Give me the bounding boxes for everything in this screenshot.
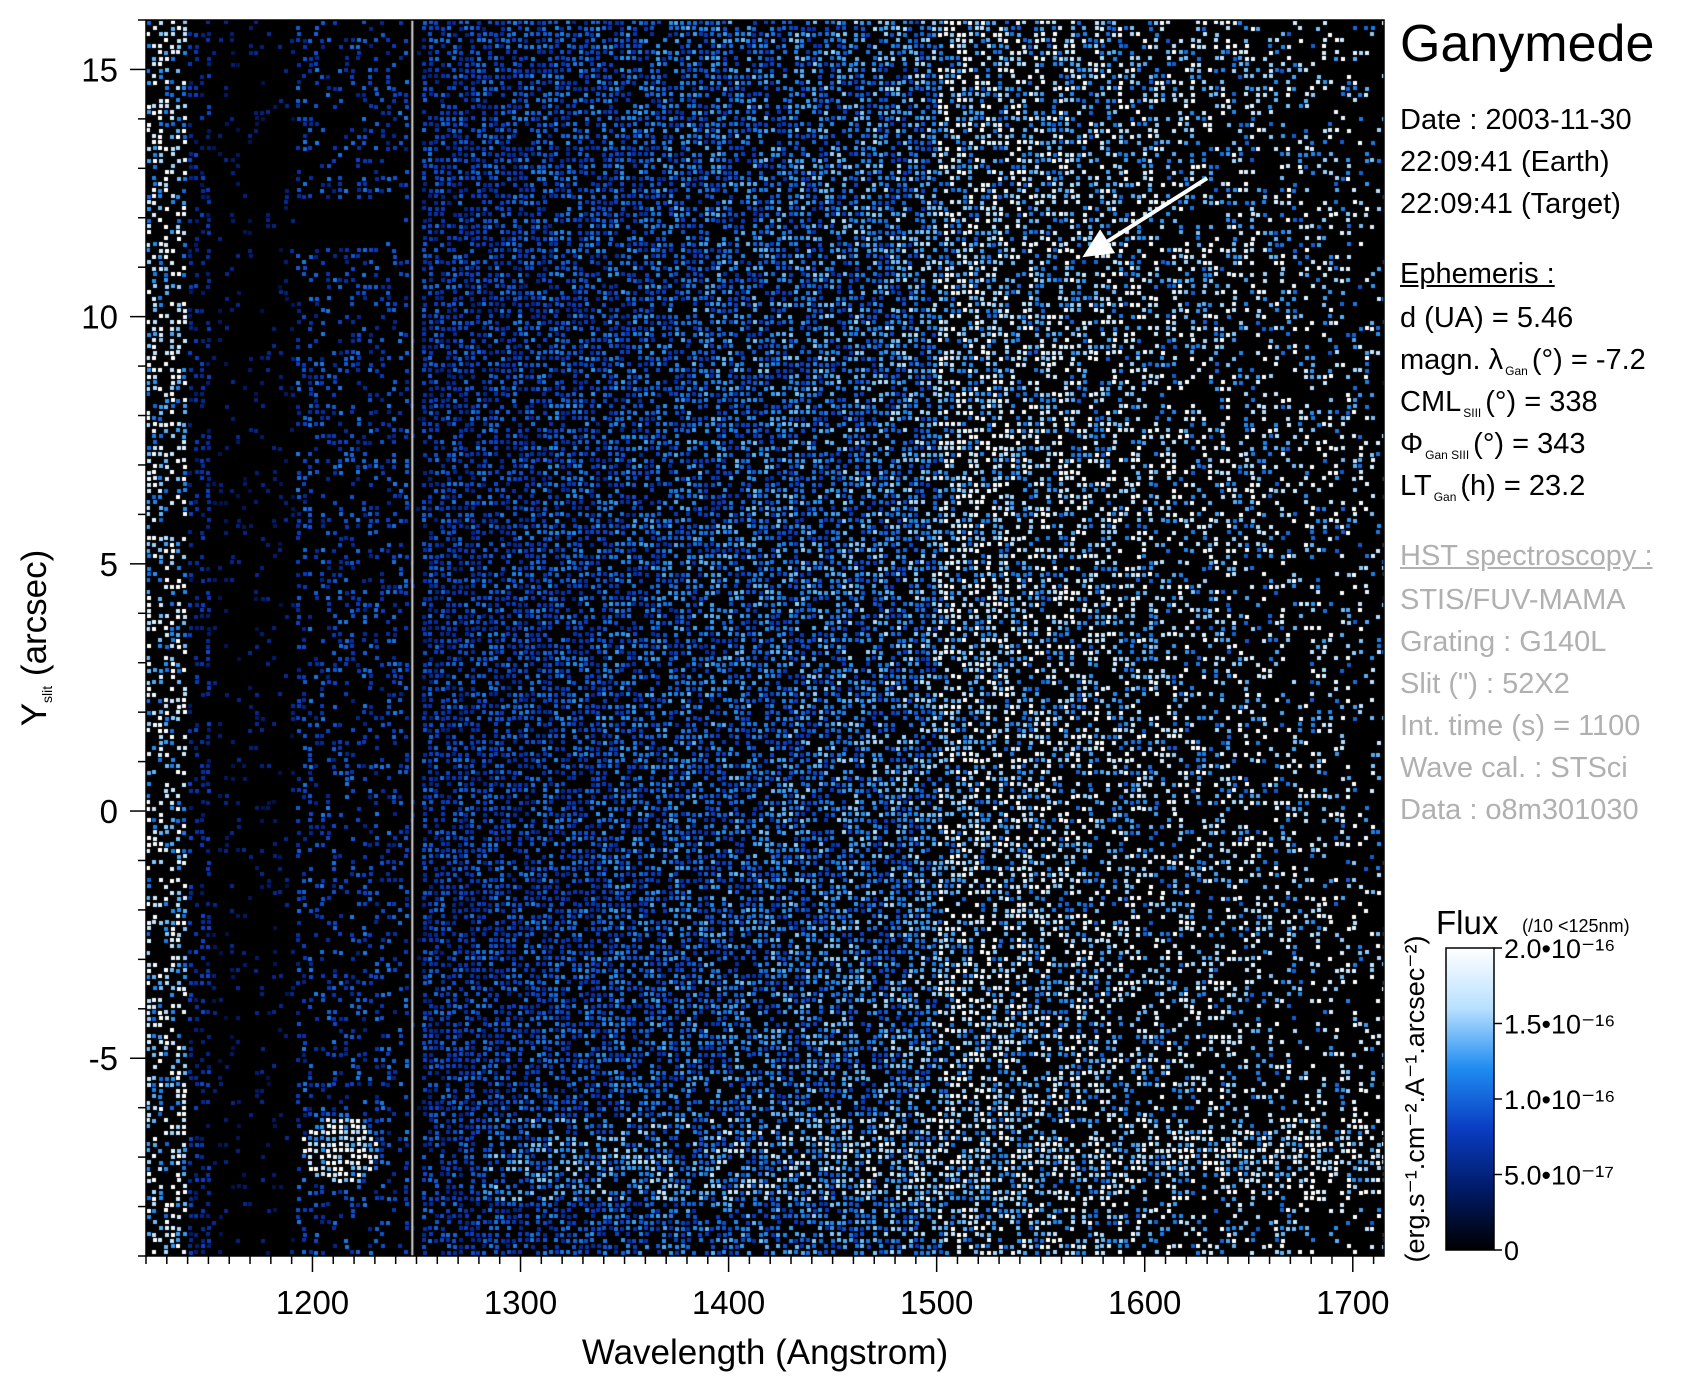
slit-line: Slit (") : 52X2: [1400, 668, 1570, 700]
wave-cal-line: Wave cal. : STSci: [1400, 752, 1628, 784]
y-axis-title: Yslit (arcsec): [15, 550, 55, 727]
arrow-head: [1082, 229, 1116, 258]
spectrum-heatmap: [146, 20, 1384, 1256]
x-tick-label: 1200: [276, 1284, 349, 1321]
y-axis: -5 0 5 10 15: [81, 19, 146, 1257]
y-tick-label: 15: [81, 51, 118, 88]
y-tick-label: -5: [89, 1040, 118, 1077]
x-tick-label: 1600: [1108, 1284, 1181, 1321]
ephemeris-heading: Ephemeris :: [1400, 258, 1555, 290]
x-axis: 1200 1300 1400 1500 1600 1700: [145, 1256, 1390, 1321]
target-time-line: 22:09:41 (Target): [1400, 188, 1621, 220]
info-panel: Ganymede Date : 2003-11-30 22:09:41 (Ear…: [1400, 0, 1683, 1385]
panel-title: Ganymede: [1400, 15, 1655, 73]
y-axis-title-sub: slit: [39, 686, 55, 703]
y-tick-label: 0: [100, 793, 118, 830]
x-tick-label: 1400: [692, 1284, 765, 1321]
y-tick-label: 5: [100, 546, 118, 583]
instrument-line: STIS/FUV-MAMA: [1400, 584, 1626, 616]
magn-lat-line: magn. λ Gan (°) = -7.2: [1400, 344, 1646, 378]
cml-line: CML SIII (°) = 338: [1400, 386, 1598, 420]
distance-line: d (UA) = 5.46: [1400, 302, 1574, 334]
data-id-line: Data : o8m301030: [1400, 794, 1639, 826]
earth-time-line: 22:09:41 (Earth): [1400, 146, 1610, 178]
y-axis-title-unit: (arcsec): [15, 550, 54, 686]
x-tick-label: 1500: [900, 1284, 973, 1321]
phi-line: Φ Gan SIII (°) = 343: [1400, 428, 1586, 462]
x-tick-label: 1700: [1316, 1284, 1389, 1321]
svg-text:Yslit (arcsec): Yslit (arcsec): [15, 550, 55, 727]
x-axis-title: Wavelength (Angstrom): [582, 1333, 948, 1372]
y-tick-label: 10: [81, 299, 118, 336]
int-time-line: Int. time (s) = 1100: [1400, 710, 1641, 742]
local-time-line: LT Gan (h) = 23.2: [1400, 470, 1586, 504]
feature-arrow: [1082, 176, 1209, 258]
x-tick-label: 1300: [484, 1284, 557, 1321]
plot-frame: [145, 19, 1385, 1257]
grating-line: Grating : G140L: [1400, 626, 1607, 658]
date-line: Date : 2003-11-30: [1400, 104, 1632, 136]
y-axis-title-main: Y: [15, 703, 54, 726]
arrow-shaft: [1106, 176, 1209, 243]
hst-heading: HST spectroscopy :: [1400, 540, 1653, 572]
